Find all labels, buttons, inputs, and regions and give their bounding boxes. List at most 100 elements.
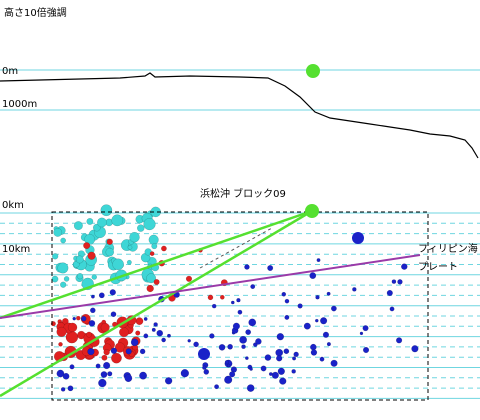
hypocenter [236,298,241,303]
hypocenter [246,384,255,392]
hypocenter [72,316,77,321]
hypocenter [56,369,65,378]
hypocenter [237,309,243,315]
plate-label: フィリピン海 [418,242,478,255]
hypocenter [224,360,230,365]
hypocenter [314,318,319,323]
hypocenter [101,354,108,361]
hypocenter [303,322,311,330]
hypocenter [130,338,139,347]
hypocenter [86,331,93,338]
hypocenter [166,333,171,338]
hypocenter [391,279,397,284]
hypocenter [248,318,257,327]
hypocenter [75,255,84,264]
hypocenter [279,377,287,385]
hypocenter [203,369,210,375]
hypocenter [96,217,107,228]
hypocenter [86,218,94,225]
hypocenter [271,371,279,379]
hypocenter [100,371,108,378]
height-label: 0m [2,66,18,77]
hypocenter [164,377,173,385]
hypocenter [352,287,357,292]
hypocenter [352,232,364,244]
hypocenter [277,367,285,375]
hypocenter [326,342,331,347]
hypocenter [362,346,370,354]
hypocenter [146,273,157,284]
hypocenter [90,294,95,299]
hypocenter [151,243,158,250]
hypocenter [362,325,369,332]
hypocenter [110,347,118,354]
hypocenter [309,272,317,280]
hypocenter [180,369,190,378]
hypocenter [218,344,226,351]
hypocenter [124,374,133,383]
hypocenter [241,344,246,349]
hypocenter [51,275,59,283]
hypocenter [386,289,393,297]
hypocenter [227,343,233,350]
terrain-profile [0,72,479,159]
hypocenter [389,306,395,312]
hypocenter [161,245,167,252]
hypocenter [143,217,156,231]
hypocenter [135,330,141,336]
hypocenter [139,348,146,355]
hypocenter [51,253,59,260]
hypocenter [224,375,233,384]
hypocenter [249,367,253,371]
hypocenter [143,333,149,339]
hypocenter [293,351,299,358]
reference-line [0,209,313,320]
hypocenter [156,329,164,337]
hypocenter [87,251,96,260]
hypocenter [143,317,148,321]
hypocenter [185,275,193,282]
hypocenter [395,337,403,344]
hypocenter [126,259,132,265]
hypocenter [92,223,101,232]
hypocenter [83,242,91,250]
hypocenter [100,322,110,333]
hypocenter [320,317,328,325]
hypocenter [161,337,166,343]
hypocenter [56,326,67,338]
hypocenter [146,284,154,293]
hypocenter [151,327,156,332]
hypocenter [110,311,117,318]
hypocenter [73,221,83,231]
depth-label: 0km [2,200,24,211]
hypocenter [397,279,403,285]
hypocenter [255,338,262,345]
hypocenter [102,361,111,370]
hypocenter [244,356,249,361]
hypocenter [109,289,116,296]
hypocenter [322,331,330,338]
reference-line [0,209,313,398]
hypocenter [297,303,303,309]
hypocenter [139,371,148,380]
hypocenter [106,238,113,245]
hypocenter [127,244,133,250]
hypocenter [226,363,231,368]
hypocenter [111,352,122,364]
hypocenter [62,372,70,380]
hypocenter [330,305,337,312]
hypocenter [98,292,105,299]
hypocenter [326,291,331,296]
hypocenter [267,265,274,272]
hypocenter [67,385,74,392]
hypocenter [193,341,199,348]
hypocenter [119,327,129,338]
hypocenter [87,348,95,356]
hypocenter [284,314,290,320]
hypocenter [95,363,101,369]
hypocenter [91,274,97,280]
hypocenter [76,272,84,280]
hypocenter [275,355,283,362]
hypocenter [202,365,207,370]
hypocenter [135,317,144,326]
